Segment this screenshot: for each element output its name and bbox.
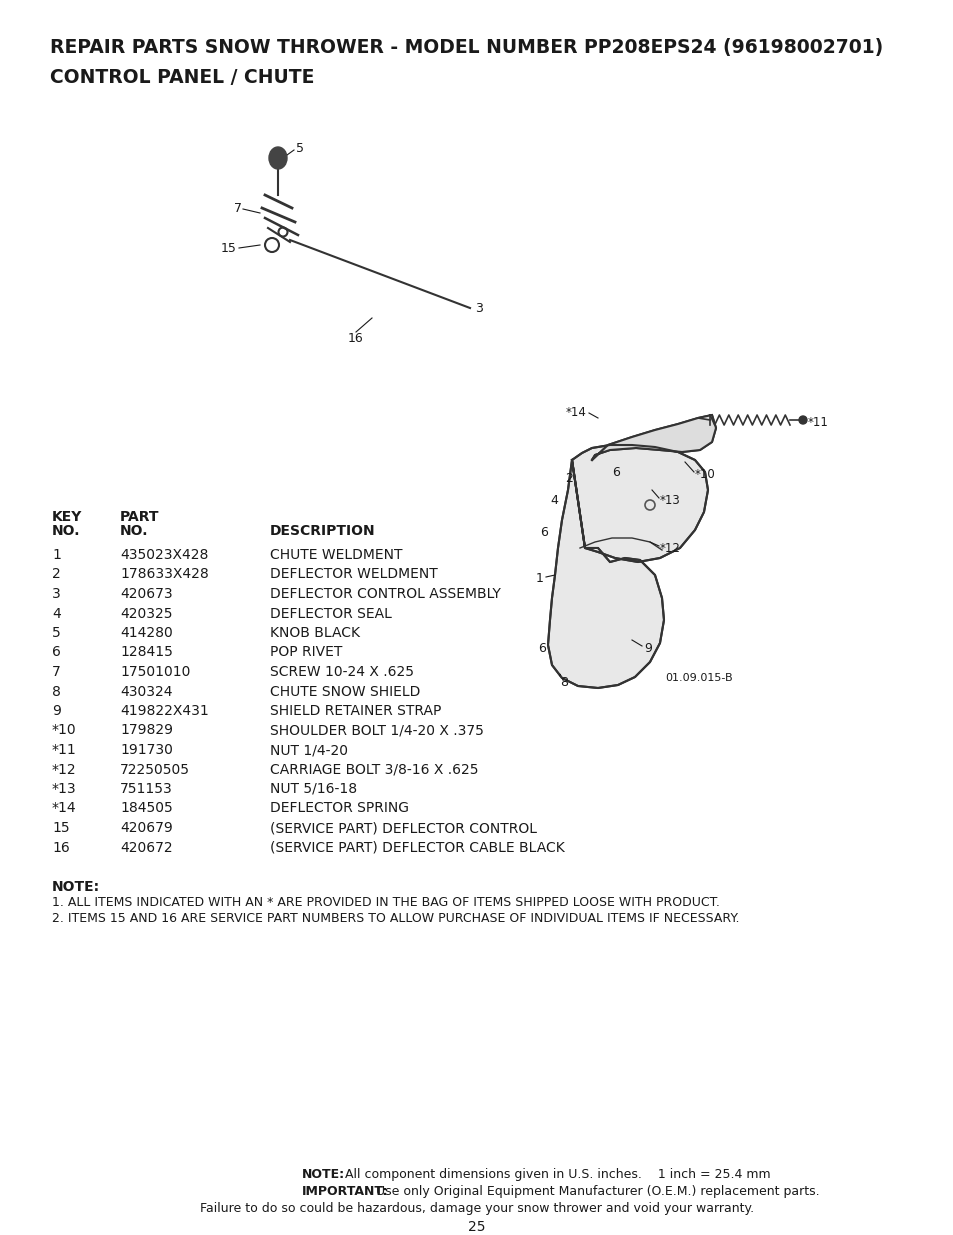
Text: *12: *12 <box>52 762 76 777</box>
Text: 15: 15 <box>221 242 236 254</box>
Text: 128415: 128415 <box>120 646 172 659</box>
Text: 4: 4 <box>52 606 61 620</box>
Text: 2. ITEMS 15 AND 16 ARE SERVICE PART NUMBERS TO ALLOW PURCHASE OF INDIVIDUAL ITEM: 2. ITEMS 15 AND 16 ARE SERVICE PART NUMB… <box>52 911 739 925</box>
Text: 3: 3 <box>52 587 61 601</box>
Text: DESCRIPTION: DESCRIPTION <box>270 524 375 538</box>
Text: SCREW 10-24 X .625: SCREW 10-24 X .625 <box>270 664 414 679</box>
Text: DEFLECTOR SEAL: DEFLECTOR SEAL <box>270 606 392 620</box>
Text: *13: *13 <box>659 494 680 506</box>
Text: 8: 8 <box>559 676 567 688</box>
Text: SHIELD RETAINER STRAP: SHIELD RETAINER STRAP <box>270 704 441 718</box>
Text: KNOB BLACK: KNOB BLACK <box>270 626 359 640</box>
Text: 2: 2 <box>52 568 61 582</box>
Text: 3: 3 <box>475 301 482 315</box>
Text: Failure to do so could be hazardous, damage your snow thrower and void your warr: Failure to do so could be hazardous, dam… <box>200 1202 753 1215</box>
Text: 420325: 420325 <box>120 606 172 620</box>
Polygon shape <box>547 445 707 688</box>
Text: *10: *10 <box>695 468 715 480</box>
Text: CARRIAGE BOLT 3/8-16 X .625: CARRIAGE BOLT 3/8-16 X .625 <box>270 762 478 777</box>
Text: 419822X431: 419822X431 <box>120 704 209 718</box>
Text: 16: 16 <box>52 841 70 855</box>
Text: *11: *11 <box>52 743 76 757</box>
Text: SHOULDER BOLT 1/4-20 X .375: SHOULDER BOLT 1/4-20 X .375 <box>270 724 483 737</box>
Text: 5: 5 <box>295 142 304 154</box>
Text: NUT 1/4-20: NUT 1/4-20 <box>270 743 348 757</box>
Text: 420673: 420673 <box>120 587 172 601</box>
Text: 435023X428: 435023X428 <box>120 548 208 562</box>
Text: Use only Original Equipment Manufacturer (O.E.M.) replacement parts.: Use only Original Equipment Manufacturer… <box>372 1186 819 1198</box>
Text: 9: 9 <box>52 704 61 718</box>
Text: 2: 2 <box>564 472 573 484</box>
Text: CHUTE WELDMENT: CHUTE WELDMENT <box>270 548 402 562</box>
Text: 15: 15 <box>52 821 70 835</box>
Text: *14: *14 <box>52 802 76 815</box>
Text: 6: 6 <box>612 466 619 478</box>
Text: 7: 7 <box>52 664 61 679</box>
Text: NOTE:: NOTE: <box>52 881 100 894</box>
Text: *14: *14 <box>565 405 586 419</box>
Text: 1. ALL ITEMS INDICATED WITH AN * ARE PROVIDED IN THE BAG OF ITEMS SHIPPED LOOSE : 1. ALL ITEMS INDICATED WITH AN * ARE PRO… <box>52 897 720 909</box>
Text: All component dimensions given in U.S. inches.    1 inch = 25.4 mm: All component dimensions given in U.S. i… <box>336 1168 770 1181</box>
Text: 179829: 179829 <box>120 724 172 737</box>
Text: 420672: 420672 <box>120 841 172 855</box>
Text: CONTROL PANEL / CHUTE: CONTROL PANEL / CHUTE <box>50 68 314 86</box>
Text: 191730: 191730 <box>120 743 172 757</box>
Text: 16: 16 <box>348 331 363 345</box>
Text: 7: 7 <box>233 201 242 215</box>
Text: *11: *11 <box>807 415 828 429</box>
Text: 414280: 414280 <box>120 626 172 640</box>
Text: DEFLECTOR CONTROL ASSEMBLY: DEFLECTOR CONTROL ASSEMBLY <box>270 587 500 601</box>
Text: 751153: 751153 <box>120 782 172 797</box>
Text: (SERVICE PART) DEFLECTOR CONTROL: (SERVICE PART) DEFLECTOR CONTROL <box>270 821 537 835</box>
Text: 4: 4 <box>550 494 558 506</box>
Text: DEFLECTOR SPRING: DEFLECTOR SPRING <box>270 802 409 815</box>
Text: *12: *12 <box>659 541 680 555</box>
Text: (SERVICE PART) DEFLECTOR CABLE BLACK: (SERVICE PART) DEFLECTOR CABLE BLACK <box>270 841 564 855</box>
Circle shape <box>799 416 806 424</box>
Text: 01.09.015-B: 01.09.015-B <box>664 673 732 683</box>
Text: 1: 1 <box>52 548 61 562</box>
Text: 5: 5 <box>52 626 61 640</box>
Text: 9: 9 <box>643 641 651 655</box>
Text: 430324: 430324 <box>120 684 172 699</box>
Text: 17501010: 17501010 <box>120 664 191 679</box>
Text: CHUTE SNOW SHIELD: CHUTE SNOW SHIELD <box>270 684 420 699</box>
Polygon shape <box>592 415 716 459</box>
Text: 1: 1 <box>536 572 543 584</box>
Text: *10: *10 <box>52 724 76 737</box>
Text: NO.: NO. <box>52 524 80 538</box>
Text: KEY: KEY <box>52 510 82 524</box>
Text: 25: 25 <box>468 1220 485 1234</box>
Text: 8: 8 <box>52 684 61 699</box>
Text: 420679: 420679 <box>120 821 172 835</box>
Text: 6: 6 <box>539 526 547 540</box>
Text: NOTE:: NOTE: <box>302 1168 345 1181</box>
Text: IMPORTANT:: IMPORTANT: <box>302 1186 388 1198</box>
Text: NO.: NO. <box>120 524 149 538</box>
Ellipse shape <box>269 147 287 169</box>
Text: POP RIVET: POP RIVET <box>270 646 342 659</box>
Text: NUT 5/16-18: NUT 5/16-18 <box>270 782 356 797</box>
Text: REPAIR PARTS SNOW THROWER - MODEL NUMBER PP208EPS24 (96198002701): REPAIR PARTS SNOW THROWER - MODEL NUMBER… <box>50 38 882 57</box>
Text: 184505: 184505 <box>120 802 172 815</box>
Text: 72250505: 72250505 <box>120 762 190 777</box>
Text: DEFLECTOR WELDMENT: DEFLECTOR WELDMENT <box>270 568 437 582</box>
Text: 6: 6 <box>537 641 545 655</box>
Text: *13: *13 <box>52 782 76 797</box>
Text: PART: PART <box>120 510 159 524</box>
Text: 178633X428: 178633X428 <box>120 568 209 582</box>
Text: 6: 6 <box>52 646 61 659</box>
